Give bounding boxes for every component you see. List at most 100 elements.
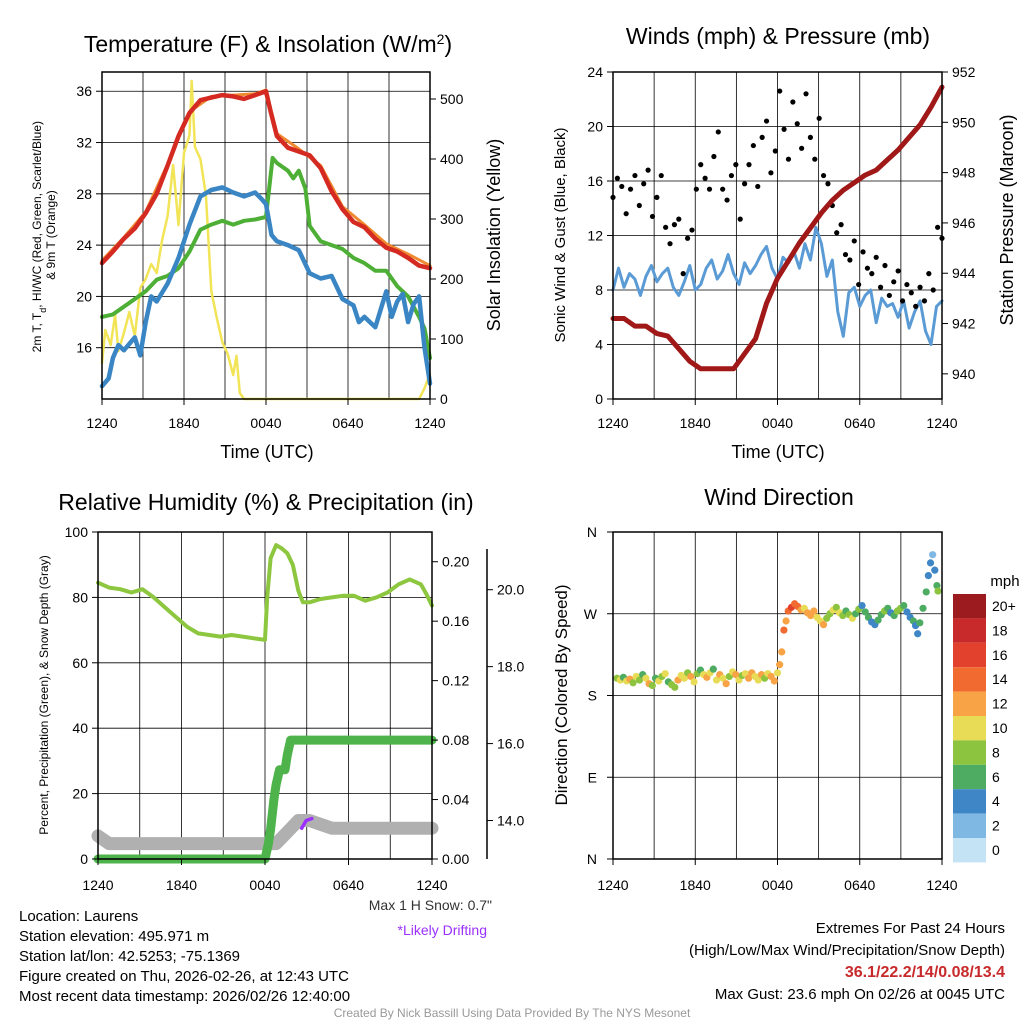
temperature-2m-line xyxy=(99,88,433,271)
winds-ytick-label: 8 xyxy=(595,282,603,298)
direction-point xyxy=(661,670,669,678)
gust-point xyxy=(645,167,651,173)
precipitation-line xyxy=(93,735,437,864)
gust-point xyxy=(790,99,796,105)
gust-point xyxy=(785,156,792,162)
temperature-xtick-label: 0640 xyxy=(332,415,363,431)
gust-point xyxy=(689,227,695,233)
speed-legend-label: 14 xyxy=(992,671,1008,687)
direction-point xyxy=(810,607,818,615)
recent-timestamp: Most recent data timestamp: 2026/02/26 1… xyxy=(19,988,351,1005)
humidity-xtick-label: 1240 xyxy=(82,877,113,893)
temperature-xtick-label: 1840 xyxy=(168,415,199,431)
direction-point xyxy=(832,603,840,611)
gust-point xyxy=(693,186,699,192)
gust-point xyxy=(794,121,800,127)
insolation-ytick-label: 500 xyxy=(440,91,464,107)
gust-point xyxy=(623,211,629,217)
gust-point xyxy=(654,194,660,200)
snow-depth-line xyxy=(91,814,439,851)
gust-point xyxy=(627,186,634,192)
direction-point xyxy=(642,674,650,682)
gust-point xyxy=(763,118,770,124)
humidity-xtick-label: 0640 xyxy=(333,877,364,893)
gust-point xyxy=(860,249,866,255)
gust-point xyxy=(742,181,748,187)
speed-legend-title: mph xyxy=(990,573,1019,590)
direction-point xyxy=(926,559,935,567)
speed-legend-label: 20+ xyxy=(992,598,1016,614)
direction-point xyxy=(690,678,698,686)
humidity-ytick-label: 100 xyxy=(65,524,89,540)
gust-point xyxy=(864,265,871,271)
insolation-ylabel: Solar Insolation (Yellow) xyxy=(484,139,504,331)
gust-point xyxy=(913,303,919,309)
wind-direction-ytick-label: N xyxy=(587,524,597,540)
gust-point xyxy=(702,175,708,181)
speed-legend-swatch xyxy=(953,716,986,741)
station-location: Location: Laurens xyxy=(19,908,139,925)
station-elevation: Station elevation: 495.971 m xyxy=(19,928,210,945)
winds-ytick-label: 20 xyxy=(587,119,603,135)
humidity-series xyxy=(91,543,439,864)
gust-point xyxy=(737,216,743,222)
winds-ticks: 0 4 8 12 16 20 24 940 942 944 946 948 950 952 1240 1840… xyxy=(587,64,975,431)
pressure-ytick-label: 944 xyxy=(952,265,976,281)
humidity-ylabel: Percent, Precipitation (Green), & Snow D… xyxy=(37,555,51,834)
gust-point xyxy=(715,129,721,135)
direction-point xyxy=(745,674,753,682)
humidity-ticks: 0 20 40 60 80 100 0.00 0.04 0.08 0.12 0.16 0.20 14.0… xyxy=(65,524,525,893)
gust-point xyxy=(851,238,857,244)
speed-legend-swatch xyxy=(953,594,986,619)
gust-point xyxy=(917,284,923,290)
winds-xtick-label: 1240 xyxy=(597,415,628,431)
gust-point xyxy=(768,170,774,176)
humidity-ytick-label: 20 xyxy=(72,786,88,802)
wind-direction-xtick-label: 1240 xyxy=(597,877,628,893)
temperature-title: Temperature (F) & Insolation (W/m2) xyxy=(84,31,452,57)
gust-point xyxy=(671,222,678,228)
insolation-ytick-label: 100 xyxy=(440,331,464,347)
gust-point xyxy=(663,224,669,230)
gust-point xyxy=(676,216,682,222)
gust-point xyxy=(926,271,932,277)
direction-point xyxy=(780,626,788,634)
snow-depth-ytick-label: 18.0 xyxy=(497,659,524,675)
gust-point xyxy=(720,186,726,192)
speed-legend-label: 18 xyxy=(992,622,1008,638)
speed-legend-label: 16 xyxy=(992,647,1008,663)
direction-point xyxy=(648,681,656,690)
direction-point xyxy=(861,608,869,616)
speed-legend-swatch xyxy=(953,740,986,765)
temperature-ytick-label: 24 xyxy=(76,237,92,253)
temperature-ylabel: 2m T, Td, HI/WC (Red, Green, Scarlet/Blu… xyxy=(30,118,58,353)
direction-point xyxy=(680,674,689,682)
gust-point xyxy=(614,175,620,181)
direction-point xyxy=(931,566,939,574)
temperature-ticks: 16 20 24 28 32 36 0 100 200 300 400 500 1240 1840 0040… xyxy=(76,83,463,431)
gust-point xyxy=(777,88,783,94)
winds-ytick-label: 24 xyxy=(587,64,603,80)
direction-point xyxy=(770,677,778,685)
speed-legend-swatch xyxy=(953,618,986,643)
max-gust: Max Gust: 23.6 mph On 02/26 at 0045 UTC xyxy=(714,986,1005,1003)
drifting-line xyxy=(299,816,314,830)
direction-point xyxy=(858,601,866,610)
humidity-xtick-label: 0040 xyxy=(249,877,280,893)
speed-legend-swatch xyxy=(953,813,986,838)
gust-point xyxy=(904,281,910,288)
snow-depth-ytick-label: 16.0 xyxy=(497,736,524,752)
gust-point xyxy=(711,153,717,160)
wind-direction-xtick-label: 0640 xyxy=(844,877,875,893)
snow-depth-ytick-label: 14.0 xyxy=(497,813,524,829)
gust-point xyxy=(842,251,849,258)
heat-index-windchill-line xyxy=(99,185,433,389)
direction-point xyxy=(782,617,790,625)
direction-point xyxy=(629,679,637,687)
gust-point xyxy=(728,172,735,179)
direction-point xyxy=(933,581,941,590)
gust-point xyxy=(873,254,879,260)
temperature-panel: Temperature (F) & Insolation (W/m2) 16 20… xyxy=(30,31,504,462)
